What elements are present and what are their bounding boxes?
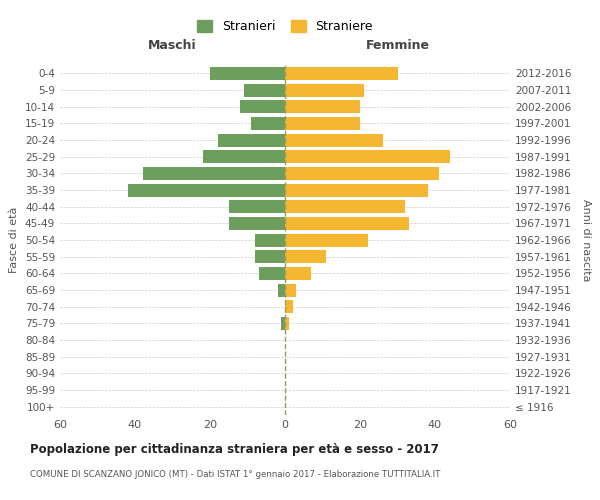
Legend: Stranieri, Straniere: Stranieri, Straniere [192, 15, 378, 38]
Bar [285, 84, 364, 96]
Bar [285, 150, 450, 163]
Y-axis label: Anni di nascita: Anni di nascita [581, 198, 591, 281]
Text: Maschi: Maschi [148, 38, 197, 52]
Bar [285, 167, 439, 180]
Bar [285, 217, 409, 230]
Bar [285, 117, 360, 130]
Bar [229, 200, 285, 213]
Bar [244, 84, 285, 96]
Bar [259, 267, 285, 280]
Bar [285, 184, 427, 196]
Bar [210, 67, 285, 80]
Bar [285, 100, 360, 113]
Bar [240, 100, 285, 113]
Bar [285, 284, 296, 296]
Bar [229, 217, 285, 230]
Bar [255, 250, 285, 263]
Bar [128, 184, 285, 196]
Bar [285, 250, 326, 263]
Bar [285, 317, 289, 330]
Bar [277, 284, 285, 296]
Bar [285, 134, 383, 146]
Bar [285, 67, 398, 80]
Bar [281, 317, 285, 330]
Y-axis label: Fasce di età: Fasce di età [10, 207, 19, 273]
Bar [255, 234, 285, 246]
Bar [143, 167, 285, 180]
Text: Popolazione per cittadinanza straniera per età e sesso - 2017: Popolazione per cittadinanza straniera p… [30, 442, 439, 456]
Text: Femmine: Femmine [365, 38, 430, 52]
Text: COMUNE DI SCANZANO JONICO (MT) - Dati ISTAT 1° gennaio 2017 - Elaborazione TUTTI: COMUNE DI SCANZANO JONICO (MT) - Dati IS… [30, 470, 440, 479]
Bar [203, 150, 285, 163]
Bar [285, 200, 405, 213]
Bar [218, 134, 285, 146]
Bar [285, 234, 367, 246]
Bar [251, 117, 285, 130]
Bar [285, 267, 311, 280]
Bar [285, 300, 293, 313]
